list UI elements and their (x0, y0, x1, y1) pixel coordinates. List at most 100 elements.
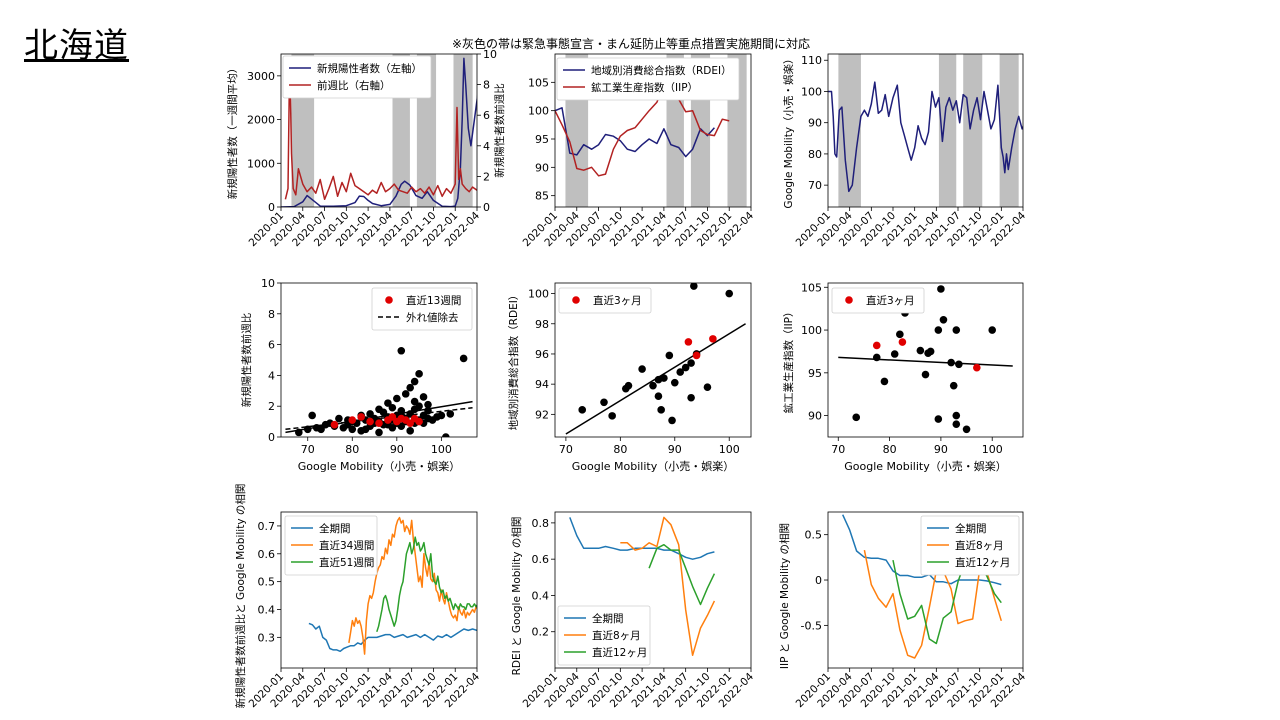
x-axis-label: Google Mobility（小売・娯楽） (298, 459, 460, 473)
series-line (376, 536, 477, 633)
scatter-point (852, 413, 861, 422)
legend-label: 全期間 (955, 522, 987, 535)
x-tick-label: 90 (934, 443, 948, 456)
shading-note: ※灰色の帯は緊急事態宣言・まん延防止等重点措置実施期間に対応 (452, 37, 811, 51)
y-tick-label: 0.6 (258, 548, 276, 561)
scatter-point-recent (709, 335, 717, 343)
scatter-point (649, 381, 657, 390)
axes-frame (554, 282, 752, 438)
scatter-point (624, 381, 633, 390)
series-line (281, 57, 477, 207)
y-tick-label: 3000 (247, 70, 275, 83)
scatter-point (687, 393, 695, 402)
y-tick-label: 0.5 (258, 576, 276, 589)
scatter-point-recent (366, 417, 374, 426)
y-tick-label: 70 (808, 179, 822, 192)
legend-marker (572, 296, 580, 304)
y-tick-label: 90 (808, 410, 822, 423)
panel-scatter_iip: 90 95 100 105 70 80 90 100 Google Mobility（小売・娯楽… (782, 281, 1024, 473)
series-line (863, 549, 1003, 659)
y-tick-label: 6 (268, 339, 275, 352)
legend-label: 外れ値除去 (406, 311, 459, 324)
legend-label: 直近8ヶ月 (955, 539, 1004, 552)
scatter-point (988, 326, 997, 334)
y-tick-label: 100 (528, 105, 549, 118)
y-tick-label: 105 (528, 76, 549, 89)
scatter-point (681, 363, 690, 372)
y-tick-label: 0.8 (532, 517, 550, 530)
scatter-point (397, 346, 406, 355)
scatter-point (600, 398, 608, 407)
panel-mobility: 7080901001102020-012020-042020-072020-10… (782, 53, 1028, 249)
scatter-point-recent (415, 417, 423, 426)
legend-label: 前週比（右軸） (317, 79, 391, 92)
scatter-point (459, 354, 468, 363)
scatter-point (952, 326, 961, 334)
emergency-band (999, 54, 1019, 207)
scatter-point (896, 330, 904, 339)
scatter-point (608, 412, 616, 420)
x-tick-label: 80 (345, 443, 359, 456)
panel-scatter_rdei: 92 94 96 98 100 70 80 90 100 Google Mobility（小売・娯… (507, 282, 752, 473)
y-tick-label: 95 (535, 133, 549, 146)
x-tick-label: 80 (883, 443, 897, 456)
panel-corr_rdei: 0.20.40.60.82020-012020-042020-072020-10… (510, 511, 756, 710)
axes-frame (280, 53, 478, 208)
axes-frame (827, 511, 1024, 669)
series-line (828, 81, 1023, 193)
y-tick-label: 0.3 (258, 631, 276, 644)
legend-label: 全期間 (592, 612, 624, 625)
axes-frame (280, 282, 478, 438)
legend-label: 新規陽性者数（左軸） (317, 62, 422, 75)
scatter-point-recent (684, 338, 693, 346)
y-tick-label: -0.5 (801, 619, 822, 632)
scatter-point (687, 359, 695, 367)
scatter-point (872, 353, 881, 362)
legend-box (558, 287, 652, 314)
series-line (569, 517, 715, 560)
series-line (620, 516, 716, 657)
scatter-point (949, 381, 958, 390)
x-tick-label: 100 (982, 443, 1003, 456)
y-tick-label: 80 (808, 148, 822, 161)
scatter-point (890, 350, 899, 358)
y-tick-label: 100 (528, 288, 549, 301)
scatter-point (415, 402, 423, 411)
plot-area (285, 346, 473, 437)
scatter-point (401, 390, 410, 398)
scatter-point (665, 351, 674, 360)
plot-area (308, 516, 477, 655)
scatter-point (939, 315, 948, 324)
y-tick-label: 4 (268, 369, 275, 382)
scatter-point-recent (330, 420, 339, 429)
legend-label: 直近51週間 (319, 556, 374, 569)
plot-area (828, 54, 1023, 207)
scatter-point (406, 427, 414, 435)
plot-area (838, 285, 1013, 434)
y-axis-label: 地域別消費総合指数（RDEI） (507, 290, 520, 431)
y-tick-label: 1000 (247, 157, 275, 170)
axes-frame (554, 511, 752, 669)
legend-box (371, 287, 473, 331)
legend-label: 直近34週間 (319, 539, 374, 552)
scatter-point (952, 411, 961, 420)
scatter-point (375, 405, 383, 414)
legend-label: 直近8ヶ月 (592, 629, 641, 642)
scatter-point-recent (898, 338, 907, 346)
axes-frame (554, 53, 752, 208)
scatter-point (921, 370, 930, 379)
panel-corr_iip: -0.500.52020-012020-042020-072020-102021… (778, 511, 1028, 710)
scatter-point (361, 425, 370, 434)
y-tick-label: 94 (535, 378, 549, 391)
scatter-point (388, 403, 397, 412)
scatter-point-recent (375, 419, 383, 427)
scatter-point (657, 406, 665, 414)
x-tick-label: 100 (719, 443, 740, 456)
y-tick-label: 2000 (247, 114, 275, 127)
series-line (555, 107, 715, 158)
y-tick-label: 85 (535, 190, 549, 203)
series-line (842, 514, 1002, 586)
